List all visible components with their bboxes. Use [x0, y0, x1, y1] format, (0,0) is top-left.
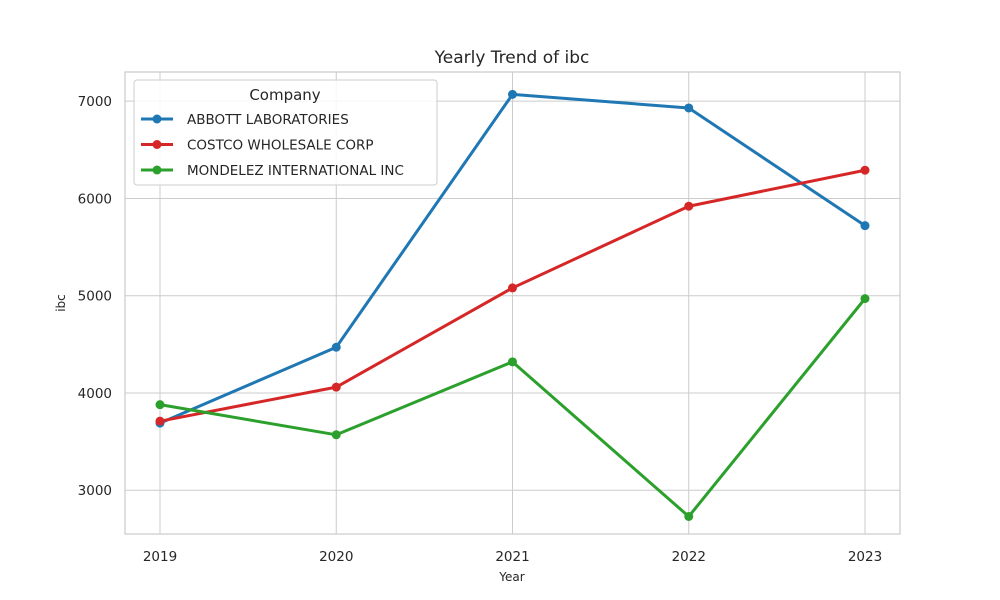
- legend-item-abbott-laboratories: ABBOTT LABORATORIES: [141, 112, 349, 128]
- plot-area-frame: [124, 71, 901, 535]
- x-tick-label-2019: 2019: [143, 549, 177, 565]
- legend-label-mondelez-international-inc: MONDELEZ INTERNATIONAL INC: [187, 163, 404, 179]
- y-tick-label-4000: 4000: [78, 386, 112, 402]
- series-mondelez-international-inc: [155, 294, 870, 521]
- data-point-mondelez-international-inc-2021: [508, 357, 517, 367]
- legend-swatch-marker-costco-wholesale-corp: [152, 140, 162, 149]
- data-point-abbott-laboratories-2022: [684, 103, 694, 113]
- y-tick-label-6000: 6000: [78, 191, 112, 207]
- data-point-costco-wholesale-corp-2020: [331, 382, 341, 392]
- data-point-abbott-laboratories-2023: [860, 221, 870, 231]
- data-point-costco-wholesale-corp-2023: [860, 165, 870, 175]
- legend-items: ABBOTT LABORATORIES COSTCO WHOLESALE CORP…: [141, 112, 404, 179]
- data-point-mondelez-international-inc-2023: [860, 294, 870, 304]
- data-point-costco-wholesale-corp-2022: [684, 201, 694, 211]
- legend-swatch-marker-abbott-laboratories: [152, 114, 162, 124]
- data-point-mondelez-international-inc-2019: [155, 400, 165, 410]
- y-tick-label-3000: 3000: [78, 483, 112, 499]
- legend-label-abbott-laboratories: ABBOTT LABORATORIES: [187, 112, 349, 128]
- data-point-costco-wholesale-corp-2019: [155, 416, 165, 426]
- y-tick-label-7000: 7000: [78, 94, 112, 110]
- legend-item-mondelez-international-inc: MONDELEZ INTERNATIONAL INC: [141, 163, 404, 179]
- data-point-mondelez-international-inc-2020: [331, 430, 341, 440]
- data-point-costco-wholesale-corp-2021: [508, 283, 517, 293]
- x-axis-ticks: 2019 2020 2021 2022 2023: [143, 549, 882, 565]
- x-tick-label-2022: 2022: [672, 549, 706, 565]
- legend-label-costco-wholesale-corp: COSTCO WHOLESALE CORP: [187, 138, 374, 154]
- x-axis-label: Year: [498, 570, 524, 584]
- x-tick-label-2020: 2020: [319, 549, 353, 565]
- y-axis-ticks: 3000 4000 5000 6000 7000: [78, 94, 112, 499]
- legend-item-costco-wholesale-corp: COSTCO WHOLESALE CORP: [141, 138, 374, 154]
- x-tick-label-2023: 2023: [848, 549, 882, 565]
- series-layer: [155, 89, 870, 521]
- data-point-abbott-laboratories-2020: [331, 342, 341, 352]
- x-tick-label-2021: 2021: [495, 549, 529, 565]
- chart-title: Yearly Trend of ibc: [434, 48, 590, 68]
- y-axis-label: ibc: [54, 294, 68, 312]
- data-point-abbott-laboratories-2021: [508, 89, 517, 99]
- legend-box: [133, 79, 438, 186]
- y-tick-label-5000: 5000: [78, 289, 112, 305]
- data-point-mondelez-international-inc-2022: [684, 511, 694, 521]
- series-costco-wholesale-corp: [155, 165, 870, 426]
- legend-swatch-marker-mondelez-international-inc: [152, 165, 162, 175]
- legend: Company ABBOTT LABORATORIES COSTCO WHOLES…: [133, 79, 438, 186]
- legend-title: Company: [249, 86, 320, 104]
